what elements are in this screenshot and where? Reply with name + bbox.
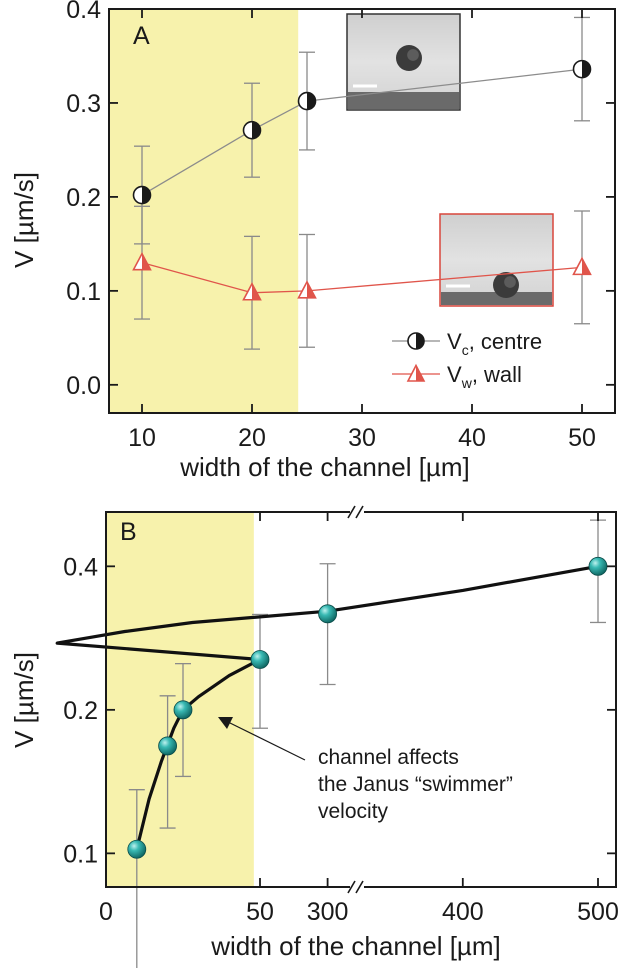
panel-label-a: A: [133, 22, 150, 50]
annotation-line: velocity: [318, 800, 389, 823]
data-point: [242, 120, 262, 140]
panel-label-b: B: [120, 518, 137, 546]
legend-entry-wall: Vw, wall: [392, 362, 522, 391]
inset-particle-centre: [346, 13, 461, 111]
data-point: [242, 282, 262, 301]
annotation: channel affects the Janus “swimmer” veloci…: [218, 717, 513, 823]
x-tick-label: 400: [442, 898, 484, 926]
legend-marker: [407, 332, 425, 350]
data-point: [132, 185, 152, 205]
inset-particle-wall-frame: [439, 213, 554, 307]
series-wall: [132, 205, 592, 350]
x-tick-label: 10: [128, 424, 156, 452]
annotation-arrow-head: [218, 717, 233, 729]
data-point: [158, 736, 178, 756]
legend-entry-centre: Vc, centre: [392, 329, 542, 358]
y-tick-label: 0.3: [66, 90, 101, 118]
inset-particle-wall: [439, 213, 554, 307]
x-axis-label-b: width of the channel [µm]: [210, 931, 501, 961]
inset-particle-wall-channel-wall: [441, 292, 552, 305]
legend-label: Vw, wall: [447, 362, 522, 391]
annotation-arrow-line: [227, 721, 306, 761]
y-tick-label: 0.2: [66, 184, 101, 212]
x-tick-label: 50: [568, 424, 596, 452]
y-tick-label: 0.4: [63, 553, 98, 581]
x-tick-label: 50: [246, 898, 274, 926]
inset-particle-centre-particle-highlight: [407, 49, 419, 61]
data-point: [297, 280, 317, 299]
data-point: [132, 251, 152, 271]
data-point: [250, 650, 270, 669]
data-point: [588, 556, 608, 576]
y-tick-label: 0.2: [63, 697, 98, 725]
data-point: [572, 59, 592, 79]
y-axis-label-b: V [µm/s]: [9, 652, 39, 748]
fit-curve: [55, 564, 599, 850]
x-tick-label: 20: [238, 424, 266, 452]
annotation-line: the Janus “swimmer”: [318, 773, 513, 796]
x-axis-label-a: width of the channel [µm]: [179, 452, 470, 482]
y-tick-label: 0.1: [66, 278, 101, 306]
x-tick-label: 40: [458, 424, 486, 452]
legend-a: Vc, centre Vw, wall: [392, 329, 542, 391]
axis-break-marks: [347, 505, 364, 894]
axis-break-slash: [355, 505, 364, 519]
x-tick-label: 0: [99, 898, 113, 926]
annotation-line: channel affects: [318, 746, 459, 769]
data-point: [572, 256, 592, 276]
highlight-region-a: [109, 9, 299, 413]
series-line: [141, 262, 583, 294]
series-line: [141, 68, 583, 196]
x-tick-label: 300: [307, 898, 349, 926]
inset-particle-centre-channel-wall: [348, 92, 459, 109]
x-tick-label: 500: [577, 898, 619, 926]
legend-label: Vc, centre: [447, 329, 542, 358]
panel-a: 10 20 30 40 50 0.0 0.1 0.2 0.3 0.4 A width of the…: [9, 0, 616, 482]
data-point: [297, 91, 317, 111]
y-tick-label: 0.0: [66, 372, 101, 400]
x-tick-label: 30: [348, 424, 376, 452]
y-tick-label: 0.1: [63, 840, 98, 868]
axis-break-slash: [347, 880, 356, 894]
data-point: [127, 839, 147, 859]
y-tick-label: 0.4: [66, 0, 101, 24]
axis-break-slash: [347, 505, 356, 519]
axis-break-slash: [355, 880, 364, 894]
legend-marker: [406, 363, 426, 382]
panel-b: 0 50 300 400 500 0.1 0.2 0.4 B width of the cha…: [9, 505, 619, 968]
data-point: [318, 604, 338, 624]
y-axis-label-a: V [µm/s]: [9, 172, 39, 268]
data-point: [173, 700, 193, 720]
inset-particle-wall-particle-highlight: [504, 276, 516, 288]
highlight-region-b: [106, 512, 254, 887]
